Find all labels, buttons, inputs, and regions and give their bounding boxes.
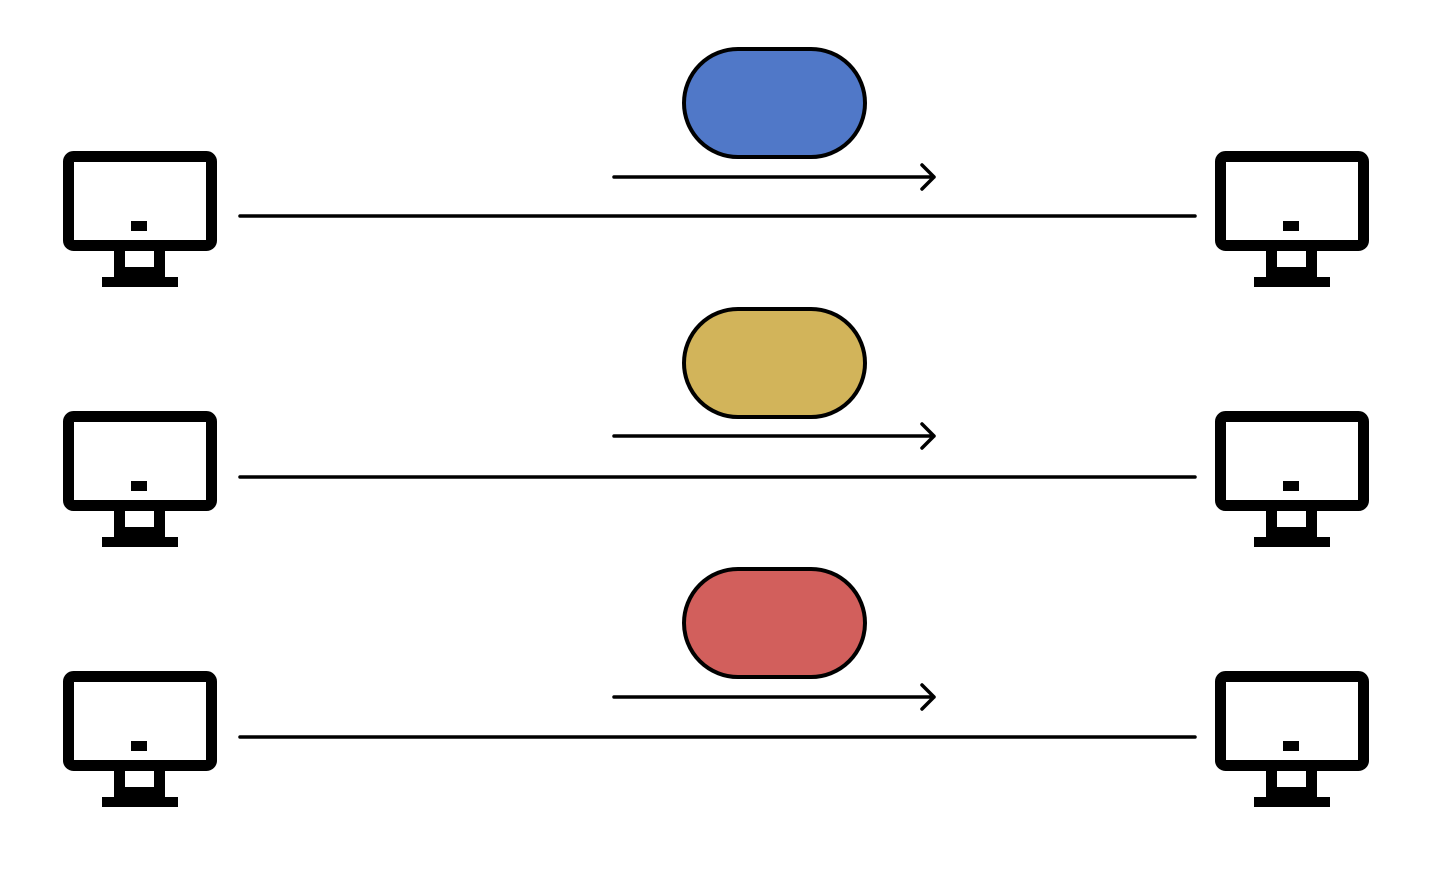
- direction-arrow-icon: [612, 422, 936, 450]
- direction-arrow-icon: [612, 163, 936, 191]
- packet-red: [682, 567, 867, 679]
- packet-yellow: [682, 307, 867, 419]
- sender-computer-icon: [69, 157, 212, 288]
- receiver-computer-icon: [1221, 157, 1364, 288]
- sender-computer-icon: [69, 417, 212, 548]
- transmission-row-3: [69, 567, 1364, 808]
- receiver-computer-icon: [1221, 417, 1364, 548]
- direction-arrow-icon: [612, 683, 936, 711]
- sender-computer-icon: [69, 677, 212, 808]
- packet-blue: [682, 47, 867, 159]
- receiver-computer-icon: [1221, 677, 1364, 808]
- transmission-row-1: [69, 47, 1364, 288]
- transmission-row-2: [69, 307, 1364, 548]
